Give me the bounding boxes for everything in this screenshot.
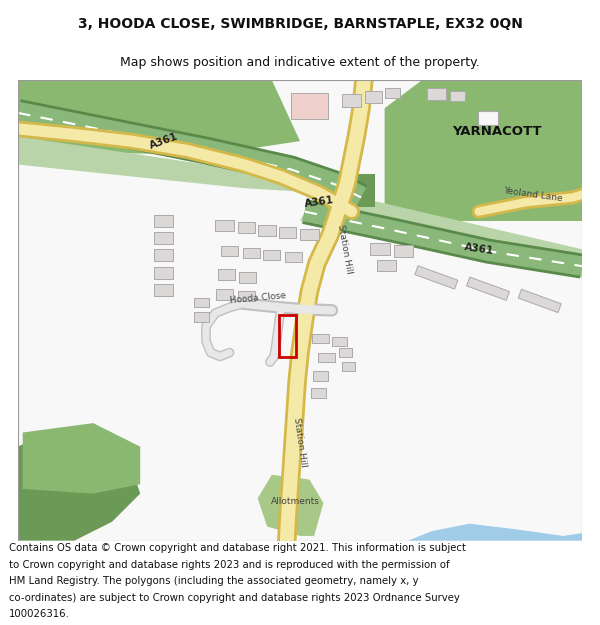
- Bar: [332, 337, 347, 346]
- Bar: [221, 246, 238, 256]
- Polygon shape: [257, 475, 323, 536]
- Bar: [478, 111, 499, 124]
- Bar: [377, 259, 396, 271]
- Text: A361: A361: [304, 195, 334, 209]
- Polygon shape: [18, 432, 140, 541]
- Bar: [280, 227, 296, 238]
- Text: Yeoland Lane: Yeoland Lane: [503, 186, 563, 203]
- Text: co-ordinates) are subject to Crown copyright and database rights 2023 Ordnance S: co-ordinates) are subject to Crown copyr…: [9, 592, 460, 602]
- Bar: [318, 352, 335, 362]
- Text: 3, HOODA CLOSE, SWIMBRIDGE, BARNSTAPLE, EX32 0QN: 3, HOODA CLOSE, SWIMBRIDGE, BARNSTAPLE, …: [77, 17, 523, 31]
- Bar: [394, 246, 413, 257]
- Bar: [285, 251, 302, 262]
- Bar: [242, 248, 260, 258]
- Text: Map shows position and indicative extent of the property.: Map shows position and indicative extent…: [120, 56, 480, 69]
- Bar: [343, 362, 355, 371]
- Text: Contains OS data © Crown copyright and database right 2021. This information is : Contains OS data © Crown copyright and d…: [9, 543, 466, 553]
- Polygon shape: [385, 80, 582, 221]
- Polygon shape: [23, 423, 140, 494]
- Bar: [518, 289, 561, 312]
- Text: Station Hill: Station Hill: [292, 417, 308, 468]
- Bar: [263, 249, 280, 260]
- Bar: [215, 220, 234, 231]
- Bar: [365, 91, 382, 103]
- Bar: [194, 312, 209, 322]
- Bar: [385, 89, 400, 98]
- Polygon shape: [300, 194, 582, 278]
- Bar: [311, 388, 326, 398]
- Bar: [217, 289, 233, 299]
- Bar: [257, 225, 277, 236]
- Bar: [300, 229, 319, 240]
- Bar: [218, 269, 235, 280]
- Bar: [343, 94, 361, 108]
- Text: Hooda Close: Hooda Close: [229, 291, 286, 305]
- Polygon shape: [18, 80, 300, 155]
- Bar: [154, 215, 173, 227]
- Bar: [467, 277, 509, 301]
- Text: A361: A361: [463, 242, 494, 256]
- Bar: [338, 348, 352, 357]
- Text: to Crown copyright and database rights 2023 and is reproduced with the permissio: to Crown copyright and database rights 2…: [9, 559, 449, 569]
- Bar: [239, 272, 256, 283]
- Bar: [280, 315, 296, 358]
- Bar: [370, 243, 390, 256]
- Bar: [451, 91, 466, 101]
- Bar: [313, 371, 328, 381]
- Text: Allotments: Allotments: [271, 497, 320, 506]
- Text: HM Land Registry. The polygons (including the associated geometry, namely x, y: HM Land Registry. The polygons (includin…: [9, 576, 419, 586]
- Text: YARNACOTT: YARNACOTT: [452, 125, 542, 138]
- Bar: [154, 232, 173, 244]
- Bar: [194, 298, 209, 308]
- Bar: [154, 284, 173, 296]
- Text: 100026316.: 100026316.: [9, 609, 70, 619]
- Text: A361: A361: [148, 131, 179, 151]
- Polygon shape: [408, 524, 582, 541]
- Bar: [154, 267, 173, 279]
- Polygon shape: [18, 136, 347, 194]
- Bar: [290, 93, 328, 119]
- Bar: [238, 222, 255, 233]
- Bar: [427, 88, 446, 100]
- Polygon shape: [355, 174, 375, 207]
- Bar: [238, 291, 255, 301]
- Text: Station Hill: Station Hill: [337, 224, 354, 274]
- Bar: [154, 249, 173, 261]
- Bar: [415, 266, 458, 289]
- Bar: [312, 334, 329, 343]
